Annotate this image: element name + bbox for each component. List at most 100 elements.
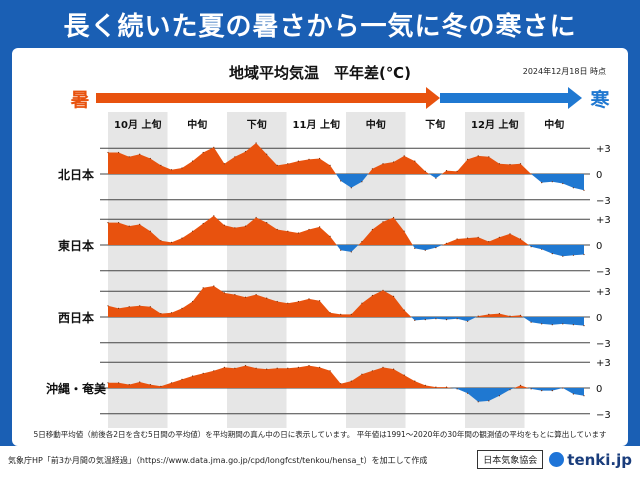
data-point [371,168,373,170]
tenki-logo[interactable]: tenki.jp [549,451,632,469]
data-point [308,365,310,367]
data-point [297,232,299,234]
data-point [255,216,257,219]
data-point [276,367,278,369]
data-point [149,306,151,308]
date-note: 2024年12月18日 時点 [523,66,606,76]
data-point [382,221,384,223]
period-label-0: 10月 上旬 [114,118,161,131]
data-point [488,400,490,402]
data-point [170,169,173,171]
data-point [181,167,183,169]
data-point [488,313,490,315]
data-point [498,313,500,315]
data-point [414,160,416,162]
ytick-minus3-3: −3 [596,410,611,421]
data-point [382,163,384,165]
cold-area-3 [108,388,584,402]
data-point [445,170,448,172]
data-point [477,315,479,317]
region-label-0: 北日本 [58,167,94,182]
data-point [181,378,183,380]
data-point [445,319,448,321]
data-point [276,228,278,231]
source-credit: 気象庁HP「前3か月間の気温経過」（https://www.data.jma.g… [8,456,428,465]
data-point [234,227,236,229]
ytick-zero-2: 0 [596,313,602,324]
data-point [213,370,215,372]
warm-label: 暑 [70,89,89,111]
data-point [192,230,194,232]
period-label-5: 下旬 [425,118,445,131]
data-point [118,151,120,154]
data-point [435,318,437,320]
data-point [382,289,384,291]
data-point [350,313,352,315]
data-point [456,238,458,240]
data-point [192,300,194,303]
data-point [424,249,426,251]
ytick-zero-1: 0 [596,241,602,252]
data-point [160,164,162,166]
cold-area-0 [108,174,584,191]
data-point [118,307,120,309]
data-point [266,368,268,370]
data-point [149,384,151,386]
chart-title: 地域平均気温 平年差(℃) [229,64,411,82]
data-point [477,401,479,403]
data-point [530,388,532,390]
period-label-6: 12月 上旬 [471,118,518,131]
data-point [202,287,204,289]
data-point [361,373,363,375]
data-point [467,158,469,160]
data-point [287,230,289,232]
data-point [456,170,458,172]
data-point [498,163,500,165]
period-label-7: 中旬 [544,118,564,131]
data-point [424,319,426,321]
data-point [530,246,532,248]
data-point [118,382,120,384]
data-point [340,180,342,182]
jwa-logo: 日本気象協会 [477,450,544,469]
data-point [498,395,500,397]
data-point [308,158,310,160]
data-point [319,157,321,160]
region-label-2: 西日本 [58,310,94,325]
data-point [583,325,585,327]
data-point [393,295,395,297]
data-point [467,237,469,239]
data-point [128,225,130,227]
data-point [361,241,363,243]
data-point [181,237,183,239]
data-point [382,366,384,368]
data-point [297,300,299,303]
data-point [213,215,215,217]
region-label-3: 沖縄・奄美 [46,381,107,396]
data-point [350,251,352,253]
data-point [530,321,532,323]
data-point [424,384,426,386]
data-point [266,222,268,224]
data-point [583,395,585,397]
data-point [170,312,173,314]
footnote: 5日移動平均値（前後各2日を含む5日間の平均値）を平均期間の真ん中の日に表示して… [33,429,606,439]
data-point [371,370,373,372]
data-point [107,382,109,384]
logos: 日本気象協会 tenki.jp [477,450,632,469]
data-point [128,306,130,308]
warm-area-2 [108,286,584,317]
data-point [551,181,553,183]
headline: 長く続いた夏の暑さから一気に冬の寒さに [63,11,577,42]
region-label-1: 東日本 [58,238,94,253]
data-point [223,163,225,165]
data-point [234,367,236,369]
data-point [160,385,162,387]
ytick-plus3-2: +3 [596,287,611,298]
ytick-minus3-2: −3 [596,339,611,350]
data-point [562,182,564,185]
data-point [562,255,564,257]
period-label-3: 11月 上旬 [293,118,340,131]
